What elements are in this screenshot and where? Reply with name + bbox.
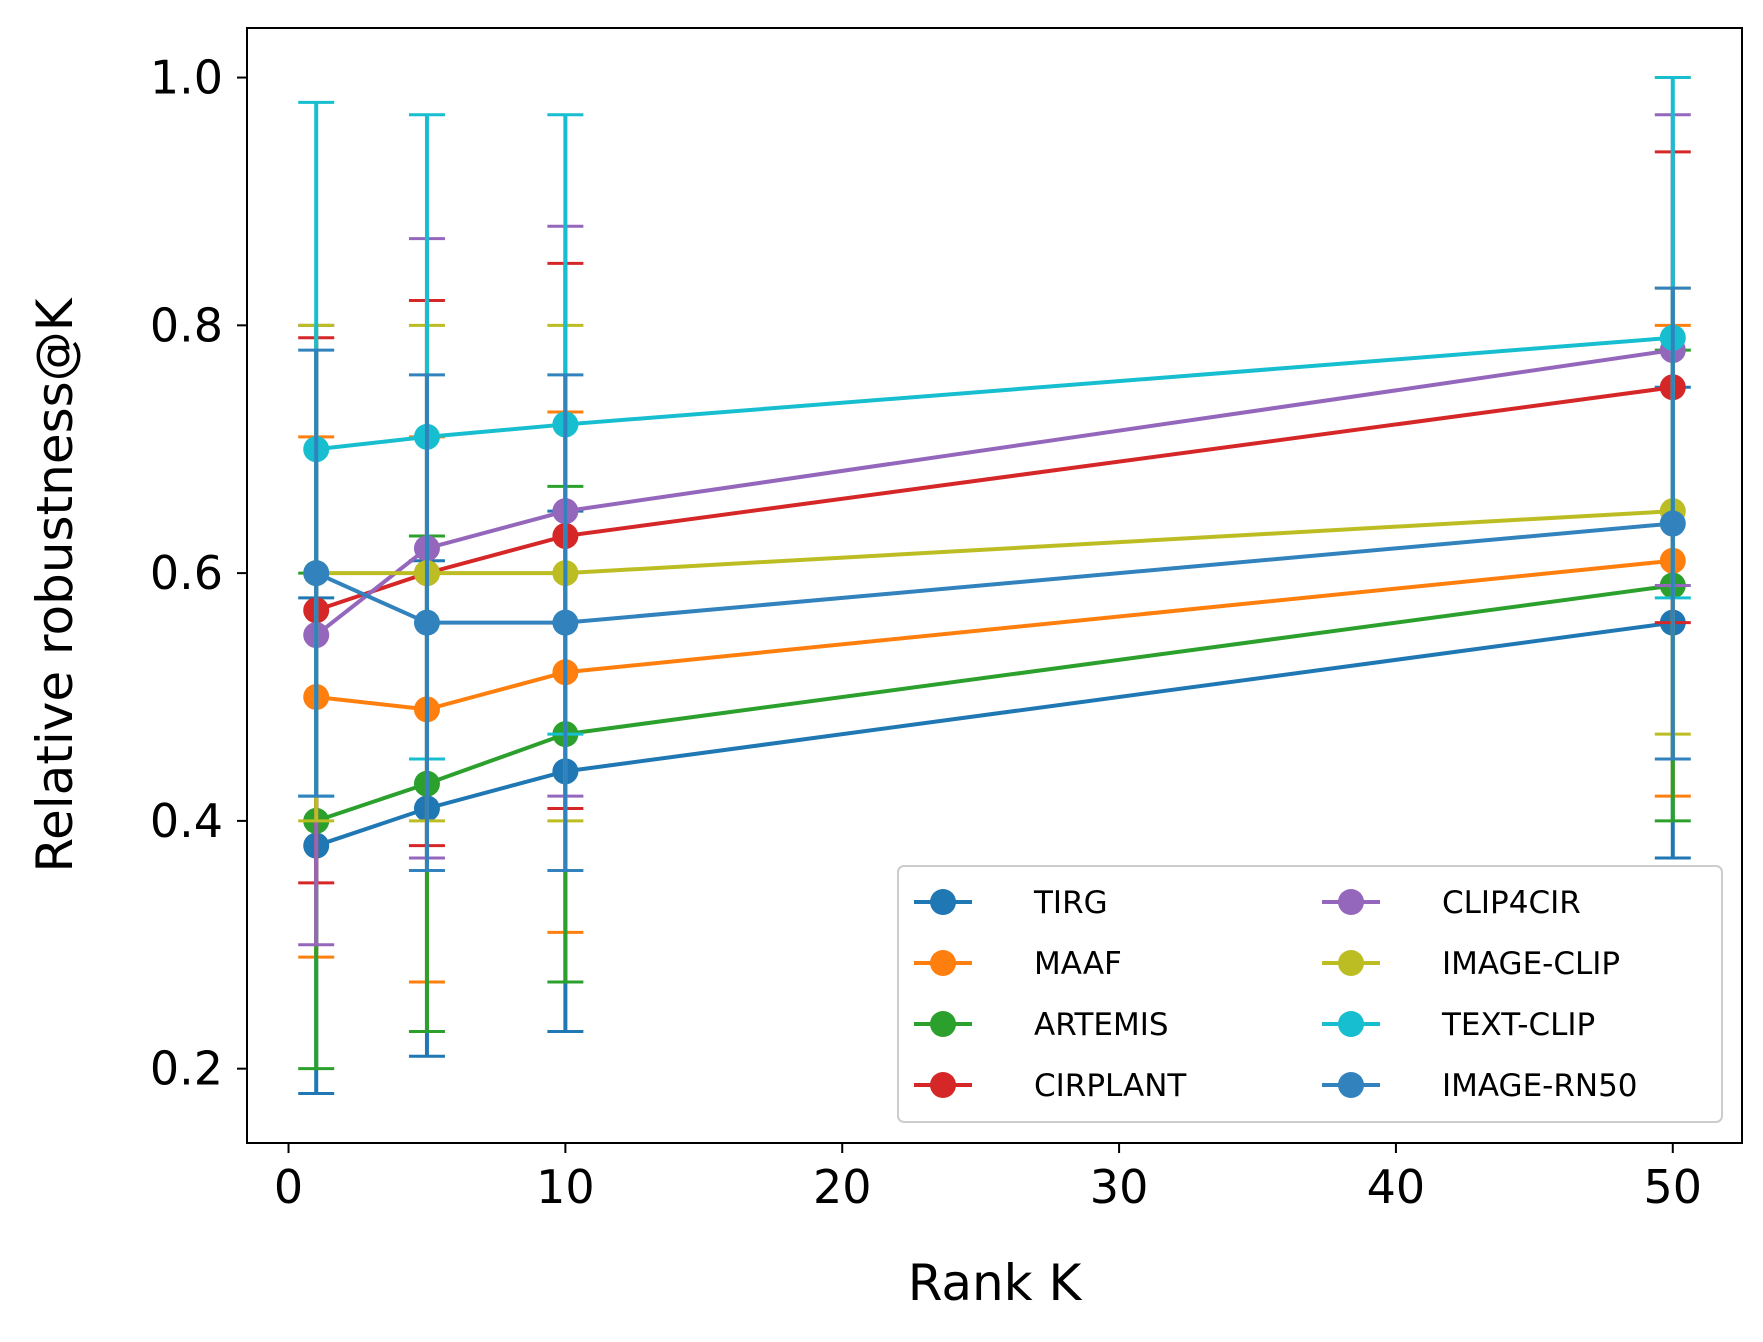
legend-label: IMAGE-CLIP	[1442, 946, 1620, 982]
data-point	[413, 609, 440, 636]
y-axis-title: Relative robustness@K	[26, 297, 84, 872]
legend-marker	[1338, 889, 1364, 915]
series-line	[315, 583, 1674, 823]
x-tick-label: 0	[274, 1160, 303, 1214]
legend-item: TIRG	[914, 885, 1108, 921]
x-axis-title: Rank K	[908, 1254, 1083, 1312]
x-tick-label: 50	[1644, 1160, 1703, 1214]
x-tick-label: 40	[1367, 1160, 1426, 1214]
series-line	[316, 509, 1673, 576]
x-tick-label: 30	[1090, 1160, 1149, 1214]
legend-marker	[1338, 1011, 1364, 1037]
legend-label: ARTEMIS	[1034, 1007, 1169, 1043]
y-tick-label: 1.0	[150, 51, 223, 105]
x-tick-label: 20	[813, 1160, 872, 1214]
series-image-rn50	[298, 286, 1691, 872]
legend-item: IMAGE-RN50	[1322, 1068, 1638, 1104]
x-tick-label: 10	[536, 1160, 595, 1214]
legend-marker	[930, 1011, 956, 1037]
data-point	[1659, 510, 1686, 537]
series-line	[315, 521, 1673, 625]
legend-item: IMAGE-CLIP	[1322, 946, 1620, 982]
y-tick-label: 0.8	[150, 298, 223, 352]
legend-marker	[930, 950, 956, 976]
legend-item: MAAF	[914, 946, 1122, 982]
legend-label: CLIP4CIR	[1442, 885, 1581, 921]
legend-marker	[1338, 950, 1364, 976]
legend-label: TIRG	[1033, 885, 1108, 921]
series-line	[314, 348, 1674, 637]
y-tick-label: 0.4	[150, 794, 223, 848]
legend-item: TEXT-CLIP	[1322, 1007, 1595, 1043]
legend-marker	[930, 889, 956, 915]
legend-box	[897, 865, 1723, 1123]
legend-marker	[930, 1072, 956, 1098]
y-tick-label: 0.6	[150, 546, 223, 600]
legend-label: TEXT-CLIP	[1441, 1007, 1595, 1043]
y-tick-label: 0.2	[150, 1042, 223, 1096]
legend: TIRG MAAF ARTEMIS CIRPLANT CLIP4CIR IMAGE-CLI…	[897, 865, 1723, 1123]
legend-label: IMAGE-RN50	[1442, 1068, 1638, 1104]
legend-label: MAAF	[1034, 946, 1122, 982]
legend-label: CIRPLANT	[1034, 1068, 1187, 1104]
axes-layer: 0 10 20 30 40 50 0.2 0.4 0.6 0.8 1.0	[150, 51, 1702, 1214]
legend-marker	[1338, 1072, 1364, 1098]
series-layer	[298, 76, 1691, 1095]
legend-item: CIRPLANT	[914, 1068, 1187, 1104]
legend-item: ARTEMIS	[914, 1007, 1169, 1043]
series-line	[315, 558, 1673, 712]
data-point	[552, 609, 579, 636]
data-point	[303, 560, 330, 587]
series-line	[315, 620, 1674, 848]
series-line	[315, 335, 1673, 452]
plot-frame	[246, 27, 1743, 1144]
legend-item: CLIP4CIR	[1322, 885, 1581, 921]
